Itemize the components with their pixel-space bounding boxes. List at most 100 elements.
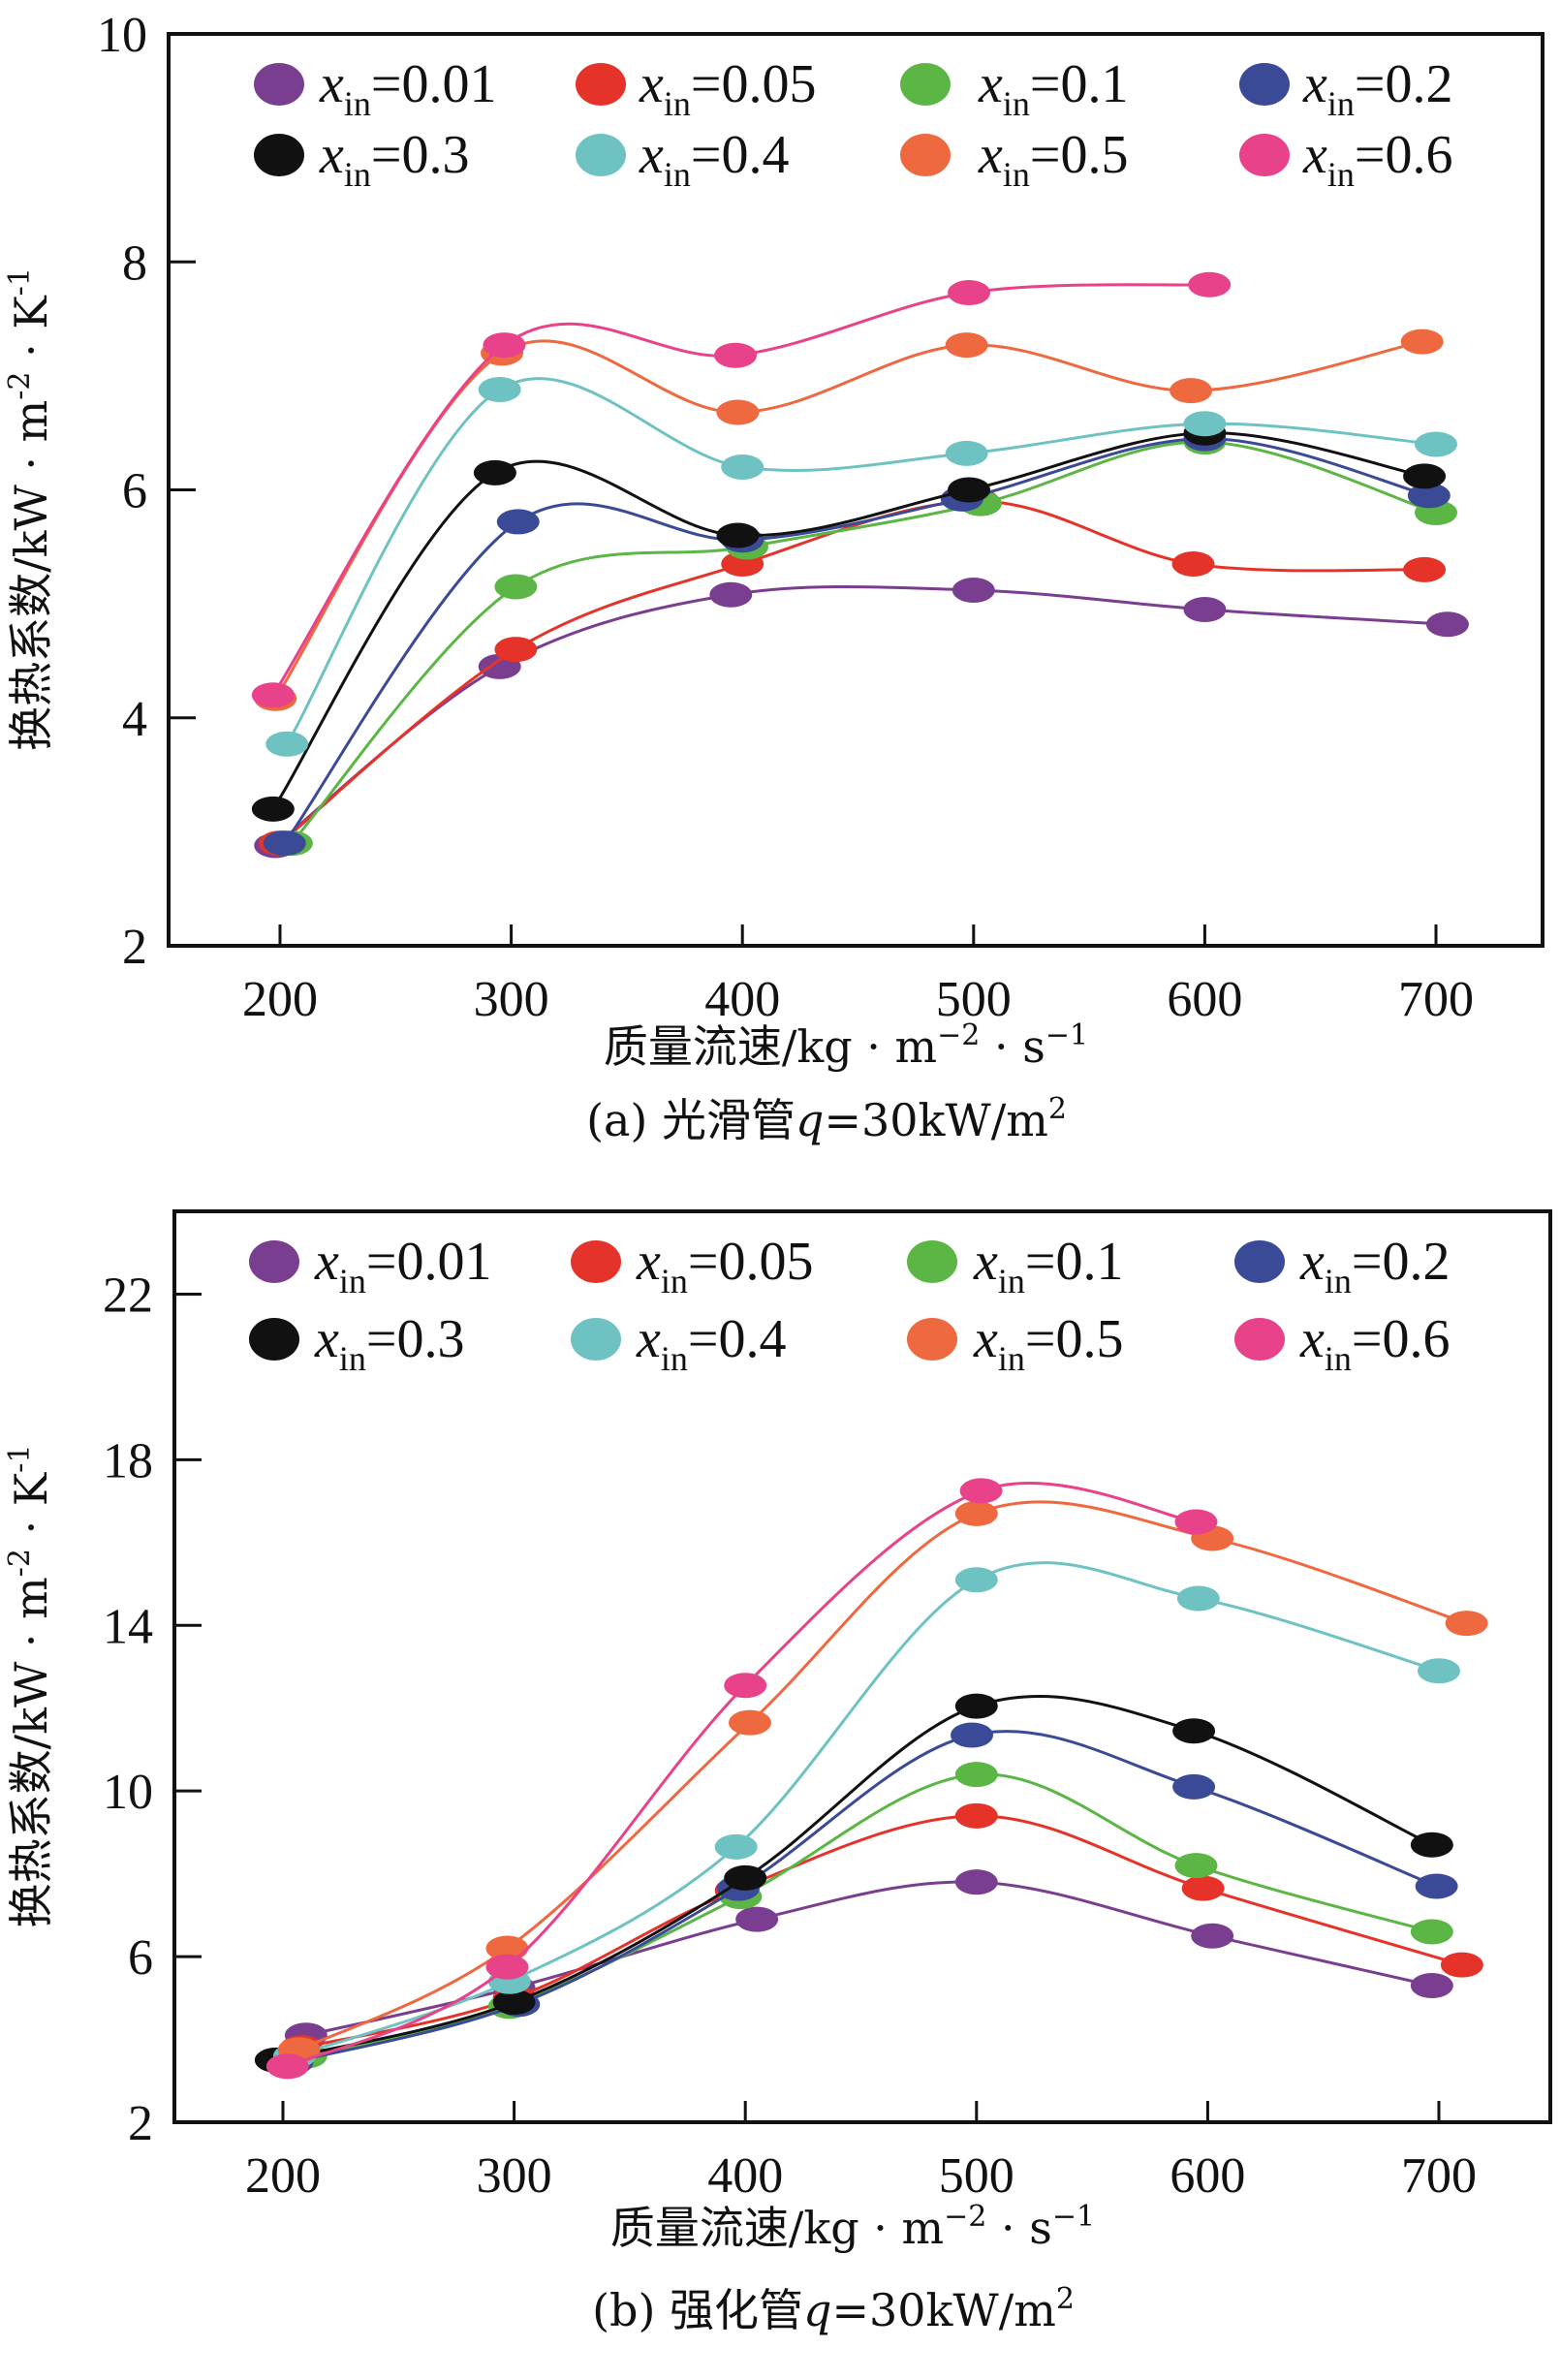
data-point — [1191, 1923, 1234, 1949]
legend-sub: in — [1003, 84, 1030, 123]
caption-text: =30kW/m — [824, 1094, 1047, 1146]
data-point — [948, 477, 991, 503]
y-tick-label: 18 — [103, 1433, 153, 1488]
series-x-in-0-4 — [265, 376, 1457, 757]
data-point — [251, 796, 295, 822]
legend-var: x — [1299, 1309, 1325, 1369]
legend-label: xin=0.05 — [636, 1232, 813, 1300]
legend-sub: in — [664, 155, 691, 194]
x-tick-label: 500 — [939, 2148, 1014, 2204]
x-tick-label: 500 — [936, 972, 1012, 1027]
legend-sub: in — [998, 1339, 1025, 1378]
legend-label: xin=0.2 — [1299, 1232, 1450, 1300]
data-point — [1445, 1611, 1488, 1637]
series-line — [294, 1561, 1440, 2058]
series-x-in-0-01 — [254, 578, 1469, 859]
caption-sup: 2 — [1048, 1092, 1067, 1126]
x-tick-label: 400 — [707, 2148, 783, 2204]
data-point — [1171, 550, 1215, 577]
legend-label: xin=0.4 — [636, 1309, 786, 1378]
data-point — [954, 1762, 998, 1788]
x-axis-title: 质量流速/kg · m−2 · s−1 — [604, 1018, 1088, 1073]
caption-text: (b) 强化管 — [592, 2284, 803, 2336]
data-point — [1418, 1658, 1460, 1684]
legend-marker — [907, 1318, 957, 1361]
legend-value: =0.01 — [366, 1232, 492, 1292]
data-point — [1400, 329, 1444, 355]
y-axis-title: 换热系数/kW · m-2 · K-1 — [3, 267, 57, 751]
y-axis-title-sup: -2 — [3, 372, 37, 400]
data-point — [492, 1989, 536, 2016]
legend-marker — [571, 1318, 621, 1361]
y-tick-label: 8 — [122, 235, 147, 291]
legend-label: xin=0.05 — [639, 54, 816, 123]
legend-marker — [907, 1240, 957, 1283]
x-tick-label: 200 — [242, 972, 318, 1027]
legend-item: xin=0.6 — [1234, 1309, 1450, 1378]
legend-sub: in — [1327, 155, 1355, 194]
legend-label: xin=0.3 — [314, 1309, 464, 1378]
data-point — [954, 1567, 998, 1593]
legend-item: xin=0.05 — [576, 54, 816, 123]
legend-var: x — [314, 1309, 339, 1369]
y-axis-title-text: · K — [5, 1471, 57, 1549]
legend-value: =0.4 — [691, 125, 790, 185]
data-point — [485, 1954, 529, 1980]
series-line — [305, 1772, 1433, 2058]
legend-label: xin=0.2 — [1302, 54, 1452, 123]
legend-var: x — [314, 1232, 339, 1292]
data-point — [716, 399, 760, 425]
data-point — [483, 332, 526, 359]
legend-label: xin=0.6 — [1299, 1309, 1450, 1378]
x-axis-title-text: · s — [980, 1020, 1045, 1073]
data-point — [724, 1673, 767, 1699]
series-x-in-0-3 — [251, 420, 1447, 822]
series-x-in-0-6 — [265, 1478, 1218, 2080]
data-point — [948, 280, 991, 306]
data-point — [478, 376, 521, 402]
legend-marker — [249, 1240, 299, 1283]
legend-label: xin=0.1 — [978, 54, 1128, 123]
x-tick-label: 200 — [245, 2148, 321, 2204]
legend-var: x — [973, 1309, 998, 1369]
series-line — [298, 1500, 1468, 2051]
x-axis-title: 质量流速/kg · m−2 · s−1 — [610, 2200, 1095, 2254]
series-x-in-0-05 — [259, 488, 1447, 857]
legend-marker — [249, 1318, 299, 1361]
data-point — [263, 830, 306, 857]
caption-var: q — [803, 2284, 831, 2336]
data-point — [714, 342, 758, 368]
legend-item: xin=0.3 — [249, 1309, 464, 1378]
y-axis-title-text: · K — [5, 295, 57, 372]
x-tick-label: 700 — [1398, 972, 1474, 1027]
legend-sub: in — [661, 1262, 688, 1300]
y-tick-label: 14 — [103, 1599, 153, 1654]
data-point — [1174, 1509, 1218, 1535]
legend-marker — [1239, 134, 1290, 176]
series-x-in-0-4 — [272, 1561, 1460, 2069]
data-point — [1425, 611, 1469, 638]
caption-var: q — [796, 1094, 824, 1146]
x-axis-title-text: 质量流速/kg · m — [610, 2202, 944, 2254]
legend-var: x — [639, 125, 664, 185]
legend-item: xin=0.01 — [249, 1232, 491, 1300]
legend-marker — [1239, 63, 1290, 106]
legend-var: x — [973, 1232, 998, 1292]
data-point — [716, 522, 760, 548]
data-point — [1188, 271, 1232, 298]
y-axis-title-text: 换热系数/kW · m — [5, 400, 57, 751]
x-axis-title-sup: −2 — [944, 2200, 986, 2234]
data-point — [251, 682, 295, 708]
y-tick-label: 2 — [122, 920, 147, 975]
y-tick-label: 10 — [103, 1765, 153, 1820]
legend-value: =0.5 — [1030, 125, 1129, 185]
legend-sub: in — [1003, 155, 1030, 194]
data-point — [709, 581, 753, 608]
data-point — [1403, 556, 1447, 582]
legend-var: x — [636, 1309, 661, 1369]
legend-item: xin=0.3 — [254, 125, 469, 194]
data-point — [1170, 378, 1213, 404]
caption-sup: 2 — [1056, 2282, 1075, 2316]
legend-value: =0.3 — [366, 1309, 465, 1369]
